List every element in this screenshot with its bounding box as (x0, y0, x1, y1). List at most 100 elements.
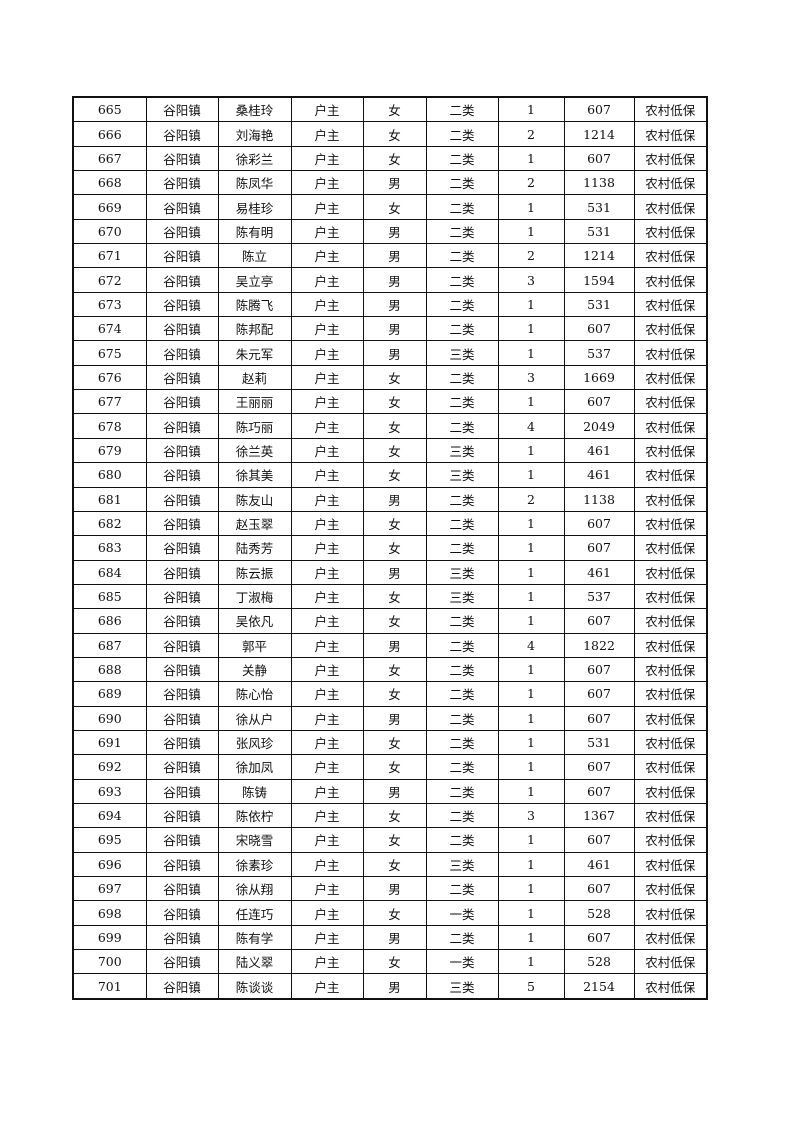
cell-row-number: 701 (72, 973, 147, 1000)
cell-name: 任连巧 (217, 900, 292, 926)
cell-town: 谷阳镇 (145, 681, 219, 707)
table-body: 665 谷阳镇 桑桂玲 户主女二类 1 607 农村低保 666 谷阳镇 刘海艳 户主女二类 2 121… (72, 96, 708, 1000)
cell-name: 陈铸 (217, 778, 292, 804)
cell-assistance-type: 农村低保 (633, 413, 708, 439)
cell-relation: 户主 (290, 924, 364, 951)
cell-relation: 户主 (290, 340, 364, 366)
cell-town: 谷阳镇 (145, 973, 219, 1000)
cell-household-size: 3 (497, 364, 565, 391)
cell-category: 二类 (425, 316, 499, 342)
cell-household-size: 1 (497, 851, 565, 878)
cell-gender: 女 (362, 851, 427, 878)
table-row: 682 谷阳镇 赵玉翠 户主女二类 1 607 农村低保 (72, 510, 708, 537)
cell-gender: 男 (362, 486, 427, 512)
cell-household-size: 1 (497, 559, 565, 585)
cell-gender: 女 (362, 827, 427, 853)
cell-town: 谷阳镇 (145, 145, 219, 172)
cell-amount: 607 (563, 754, 635, 780)
cell-gender: 男 (362, 340, 427, 366)
cell-row-number: 672 (72, 267, 147, 293)
cell-row-number: 673 (72, 291, 147, 318)
table-row: 669 谷阳镇 易桂珍 户主女二类 1 531 农村低保 (72, 194, 708, 220)
cell-assistance-type: 农村低保 (633, 535, 708, 561)
cell-town: 谷阳镇 (145, 875, 219, 902)
cell-relation: 户主 (290, 243, 364, 269)
cell-gender: 女 (362, 96, 427, 123)
cell-assistance-type: 农村低保 (633, 96, 708, 123)
table-row: 701 谷阳镇 陈谈谈 户主男三类 5 2154 农村低保 (72, 973, 708, 1000)
cell-assistance-type: 农村低保 (633, 729, 708, 756)
cell-gender: 男 (362, 291, 427, 318)
cell-row-number: 697 (72, 875, 147, 902)
cell-household-size: 2 (497, 486, 565, 512)
cell-name: 吴立亭 (217, 267, 292, 293)
cell-town: 谷阳镇 (145, 851, 219, 878)
table-row: 684 谷阳镇 陈云振 户主男三类 1 461 农村低保 (72, 559, 708, 585)
cell-name: 陆义翠 (217, 949, 292, 975)
cell-amount: 607 (563, 608, 635, 634)
cell-row-number: 694 (72, 802, 147, 829)
cell-town: 谷阳镇 (145, 535, 219, 561)
cell-row-number: 687 (72, 632, 147, 658)
cell-relation: 户主 (290, 559, 364, 585)
cell-assistance-type: 农村低保 (633, 851, 708, 878)
cell-amount: 537 (563, 583, 635, 610)
cell-town: 谷阳镇 (145, 170, 219, 196)
cell-town: 谷阳镇 (145, 267, 219, 293)
cell-category: 二类 (425, 486, 499, 512)
cell-household-size: 1 (497, 316, 565, 342)
table-row: 680 谷阳镇 徐其美 户主女三类 1 461 农村低保 (72, 462, 708, 488)
cell-assistance-type: 农村低保 (633, 340, 708, 366)
cell-amount: 2049 (563, 413, 635, 439)
table-row: 681 谷阳镇 陈友山 户主男二类 2 1138 农村低保 (72, 486, 708, 512)
cell-amount: 1367 (563, 802, 635, 829)
cell-name: 陈邦配 (217, 316, 292, 342)
cell-relation: 户主 (290, 656, 364, 683)
cell-household-size: 1 (497, 778, 565, 804)
cell-town: 谷阳镇 (145, 194, 219, 220)
cell-gender: 女 (362, 121, 427, 147)
table-row: 697 谷阳镇 徐从翔 户主男二类 1 607 农村低保 (72, 875, 708, 902)
table-row: 691 谷阳镇 张风珍 户主女二类 1 531 农村低保 (72, 729, 708, 756)
cell-assistance-type: 农村低保 (633, 900, 708, 926)
cell-household-size: 2 (497, 243, 565, 269)
table-row: 696 谷阳镇 徐素珍 户主女三类 1 461 农村低保 (72, 851, 708, 878)
table-row: 666 谷阳镇 刘海艳 户主女二类 2 1214 农村低保 (72, 121, 708, 147)
cell-row-number: 671 (72, 243, 147, 269)
cell-row-number: 667 (72, 145, 147, 172)
cell-name: 赵莉 (217, 364, 292, 391)
cell-town: 谷阳镇 (145, 559, 219, 585)
cell-row-number: 677 (72, 389, 147, 415)
cell-amount: 1669 (563, 364, 635, 391)
cell-category: 三类 (425, 851, 499, 878)
cell-gender: 男 (362, 705, 427, 731)
cell-household-size: 1 (497, 924, 565, 951)
cell-relation: 户主 (290, 364, 364, 391)
cell-category: 二类 (425, 121, 499, 147)
cell-household-size: 1 (497, 583, 565, 610)
cell-category: 三类 (425, 559, 499, 585)
cell-name: 易桂珍 (217, 194, 292, 220)
cell-amount: 461 (563, 559, 635, 585)
cell-category: 二类 (425, 267, 499, 293)
relief-recipient-table: 665 谷阳镇 桑桂玲 户主女二类 1 607 农村低保 666 谷阳镇 刘海艳 户主女二类 2 121… (72, 96, 708, 1000)
cell-name: 关静 (217, 656, 292, 683)
table-row: 688 谷阳镇 关静 户主女二类 1 607 农村低保 (72, 656, 708, 683)
cell-category: 二类 (425, 194, 499, 220)
cell-name: 陆秀芳 (217, 535, 292, 561)
cell-category: 二类 (425, 875, 499, 902)
cell-household-size: 1 (497, 949, 565, 975)
table-row: 687 谷阳镇 郭平 户主男二类 4 1822 农村低保 (72, 632, 708, 658)
cell-household-size: 1 (497, 389, 565, 415)
cell-row-number: 670 (72, 218, 147, 245)
cell-row-number: 683 (72, 535, 147, 561)
cell-relation: 户主 (290, 462, 364, 488)
table-row: 668 谷阳镇 陈凤华 户主男二类 2 1138 农村低保 (72, 170, 708, 196)
cell-relation: 户主 (290, 827, 364, 853)
cell-relation: 户主 (290, 510, 364, 537)
cell-gender: 男 (362, 875, 427, 902)
cell-relation: 户主 (290, 949, 364, 975)
cell-assistance-type: 农村低保 (633, 778, 708, 804)
cell-category: 二类 (425, 632, 499, 658)
cell-gender: 女 (362, 656, 427, 683)
